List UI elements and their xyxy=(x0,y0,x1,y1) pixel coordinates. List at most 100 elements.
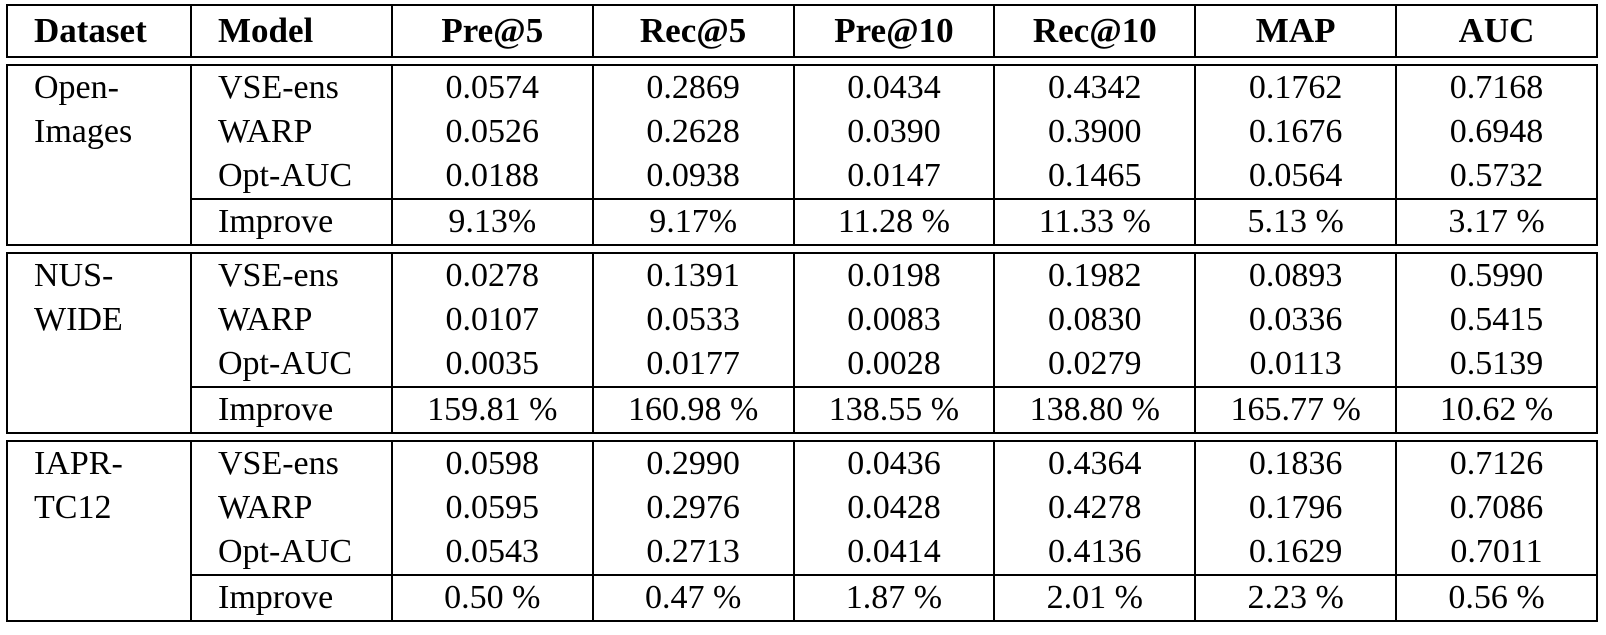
metric-cell: 0.0035 xyxy=(390,342,594,387)
metric-cell: 0.0938 xyxy=(591,154,795,199)
metric-cell: 0.5990 xyxy=(1395,253,1598,298)
col-header-pre5: Pre@5 xyxy=(390,5,594,57)
metric-cell: 0.2976 xyxy=(591,486,795,530)
block-nus-wide: NUS- WIDE VSE-ens 0.0278 0.1391 0.0198 0… xyxy=(6,252,1598,434)
metric-cell: 0.1796 xyxy=(1194,486,1398,530)
improve-row: Improve 9.13% 9.17% 11.28 % 11.33 % 5.13… xyxy=(7,198,1598,245)
metric-cell: 0.0147 xyxy=(792,154,996,199)
metric-cell: 138.55 % xyxy=(792,386,996,433)
metric-cell: 0.0336 xyxy=(1194,298,1398,342)
metric-cell: 0.4364 xyxy=(993,441,1197,486)
metric-cell: 0.7086 xyxy=(1395,486,1598,530)
col-header-model: Model xyxy=(190,5,393,57)
metric-cell: 0.2713 xyxy=(591,530,795,575)
metric-cell: 0.4278 xyxy=(993,486,1197,530)
metric-cell: 2.01 % xyxy=(993,574,1197,621)
metric-cell: 0.0526 xyxy=(390,110,594,154)
dataset-name-line2: Images xyxy=(34,113,133,150)
dataset-name-line2: TC12 xyxy=(34,489,112,526)
metric-cell: 9.13% xyxy=(390,198,594,245)
metric-cell: 159.81 % xyxy=(390,386,594,433)
table-row: Opt-AUC 0.0543 0.2713 0.0414 0.4136 0.16… xyxy=(7,530,1598,575)
metric-cell: 0.0188 xyxy=(390,154,594,199)
metric-cell: 0.0414 xyxy=(792,530,996,575)
dataset-cell: NUS- WIDE xyxy=(6,253,192,433)
table-row: NUS- WIDE VSE-ens 0.0278 0.1391 0.0198 0… xyxy=(6,253,1598,433)
metric-cell: 0.2990 xyxy=(591,441,795,486)
improve-label-cell: Improve xyxy=(190,574,393,621)
col-header-rec10: Rec@10 xyxy=(993,5,1197,57)
metric-cell: 0.0278 xyxy=(390,253,594,298)
model-cell: WARP xyxy=(190,298,393,342)
metric-cell: 11.28 % xyxy=(792,198,996,245)
metric-cell: 0.56 % xyxy=(1395,574,1598,621)
table-row: WARP 0.0595 0.2976 0.0428 0.4278 0.1796 … xyxy=(7,486,1598,530)
metric-cell: 0.0083 xyxy=(792,298,996,342)
metric-cell: 0.5415 xyxy=(1395,298,1598,342)
metric-cell: 2.23 % xyxy=(1194,574,1398,621)
improve-row: Improve 0.50 % 0.47 % 1.87 % 2.01 % 2.23… xyxy=(7,574,1598,621)
model-cell: Opt-AUC xyxy=(190,530,393,575)
dataset-cell: Open- Images xyxy=(6,65,192,245)
metric-cell: 1.87 % xyxy=(792,574,996,621)
metric-cell: 0.0028 xyxy=(792,342,996,387)
metric-cell: 0.1465 xyxy=(993,154,1197,199)
model-cell: Opt-AUC xyxy=(190,342,393,387)
metric-cell: 5.13 % xyxy=(1194,198,1398,245)
metric-cell: 165.77 % xyxy=(1194,386,1398,433)
dataset-cell: IAPR- TC12 xyxy=(6,441,192,621)
dataset-name-line1: Open- xyxy=(34,69,119,106)
metrics-table-header: Dataset Model Pre@5 Rec@5 Pre@10 Rec@10 … xyxy=(6,4,1598,58)
metric-cell: 0.5732 xyxy=(1395,154,1598,199)
metric-cell: 0.0830 xyxy=(993,298,1197,342)
improve-label-cell: Improve xyxy=(190,198,393,245)
metric-cell: 0.6948 xyxy=(1395,110,1598,154)
metric-cell: 9.17% xyxy=(591,198,795,245)
table-row: WARP 0.0526 0.2628 0.0390 0.3900 0.1676 … xyxy=(7,110,1598,154)
metric-cell: 0.4342 xyxy=(993,65,1197,110)
col-header-pre10: Pre@10 xyxy=(792,5,996,57)
metric-cell: 0.0564 xyxy=(1194,154,1398,199)
metric-cell: 0.1676 xyxy=(1194,110,1398,154)
model-cell: VSE-ens xyxy=(190,65,393,110)
metric-cell: 0.0533 xyxy=(591,298,795,342)
metric-cell: 0.2869 xyxy=(591,65,795,110)
metric-cell: 10.62 % xyxy=(1395,386,1598,433)
metric-cell: 0.1762 xyxy=(1194,65,1398,110)
model-cell: WARP xyxy=(190,110,393,154)
metric-cell: 0.0428 xyxy=(792,486,996,530)
metric-cell: 0.0107 xyxy=(390,298,594,342)
metric-cell: 0.0177 xyxy=(591,342,795,387)
metric-cell: 138.80 % xyxy=(993,386,1197,433)
col-header-map: MAP xyxy=(1194,5,1398,57)
metric-cell: 0.0574 xyxy=(390,65,594,110)
metric-cell: 0.0390 xyxy=(792,110,996,154)
col-header-auc: AUC xyxy=(1395,5,1598,57)
metric-cell: 0.4136 xyxy=(993,530,1197,575)
improve-label-cell: Improve xyxy=(190,386,393,433)
metric-cell: 3.17 % xyxy=(1395,198,1598,245)
header-row: Dataset Model Pre@5 Rec@5 Pre@10 Rec@10 … xyxy=(6,5,1598,57)
model-cell: VSE-ens xyxy=(190,253,393,298)
dataset-name-line2: WIDE xyxy=(34,301,123,338)
metric-cell: 0.3900 xyxy=(993,110,1197,154)
metric-cell: 0.0279 xyxy=(993,342,1197,387)
metric-cell: 0.0198 xyxy=(792,253,996,298)
model-cell: WARP xyxy=(190,486,393,530)
block-open-images: Open- Images VSE-ens 0.0574 0.2869 0.043… xyxy=(6,64,1598,246)
metric-cell: 0.7126 xyxy=(1395,441,1598,486)
metric-cell: 0.1629 xyxy=(1194,530,1398,575)
metric-cell: 0.50 % xyxy=(390,574,594,621)
metric-cell: 0.47 % xyxy=(591,574,795,621)
table-row: IAPR- TC12 VSE-ens 0.0598 0.2990 0.0436 … xyxy=(6,441,1598,621)
metric-cell: 11.33 % xyxy=(993,198,1197,245)
metric-cell: 0.7011 xyxy=(1395,530,1598,575)
model-cell: Opt-AUC xyxy=(190,154,393,199)
metric-cell: 0.0595 xyxy=(390,486,594,530)
block-iapr-tc12: IAPR- TC12 VSE-ens 0.0598 0.2990 0.0436 … xyxy=(6,440,1598,622)
table-row: Opt-AUC 0.0188 0.0938 0.0147 0.1465 0.05… xyxy=(7,154,1598,199)
metric-cell: 0.1982 xyxy=(993,253,1197,298)
metric-cell: 0.0598 xyxy=(390,441,594,486)
col-header-rec5: Rec@5 xyxy=(591,5,795,57)
dataset-name-line1: IAPR- xyxy=(34,445,123,482)
